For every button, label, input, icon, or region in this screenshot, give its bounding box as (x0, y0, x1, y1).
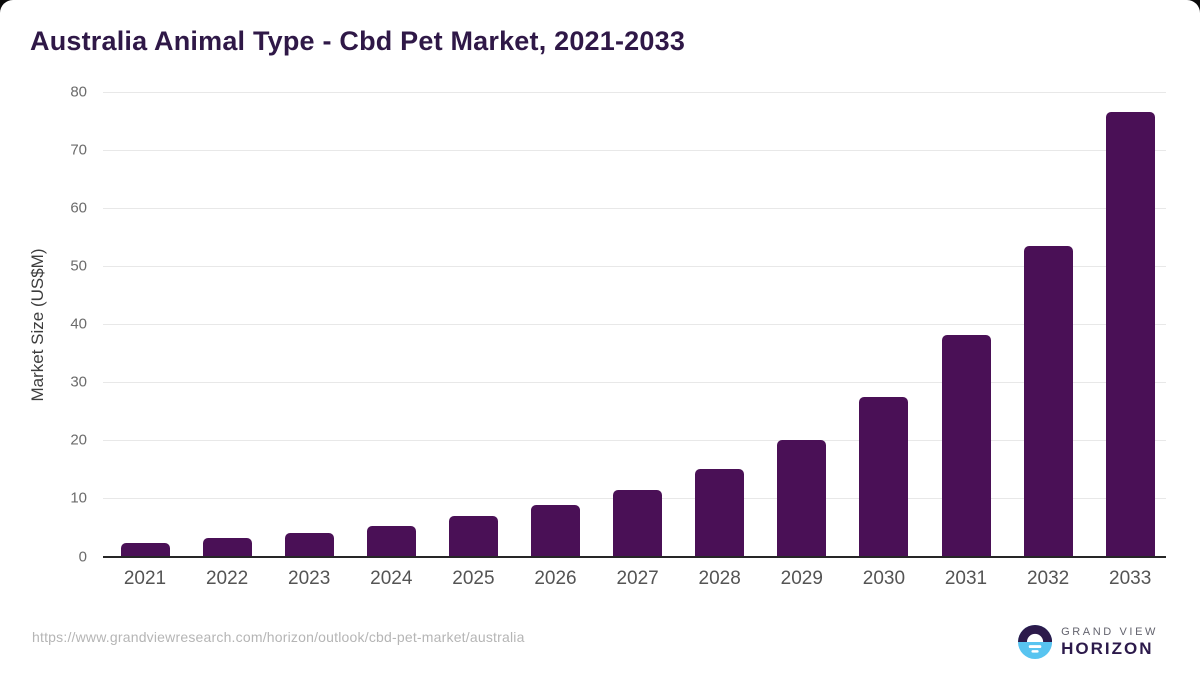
x-tick-label-2021: 2021 (123, 568, 167, 589)
y-tick-label-10: 10 (70, 489, 87, 507)
bar-2027 (613, 490, 663, 557)
bar-2032 (1023, 246, 1073, 557)
gridline-40 (103, 324, 1166, 325)
grand-view-horizon-logo: GRAND VIEW HORIZON (1018, 622, 1158, 662)
x-tick-label-2030: 2030 (862, 568, 906, 589)
bar-2030 (859, 396, 909, 557)
x-tick-label-2032: 2032 (1026, 568, 1070, 589)
corner-mask-top-left (0, 0, 13, 13)
bar-2024 (366, 525, 416, 557)
x-tick-label-2029: 2029 (780, 568, 823, 589)
gridline-60 (103, 208, 1166, 209)
x-tick-label-2023: 2023 (288, 568, 331, 589)
chart-title: Australia Animal Type - Cbd Pet Market, … (30, 26, 686, 56)
y-tick-label-70: 70 (70, 141, 87, 159)
x-tick-label-2024: 2024 (370, 568, 413, 589)
bar-2029 (777, 440, 827, 557)
logo-horizon-text: HORIZON (1061, 638, 1154, 658)
bar-2021 (120, 542, 170, 557)
source-url: https://www.grandviewresearch.com/horizo… (32, 629, 525, 645)
gridline-80 (103, 92, 1166, 93)
x-tick-label-2025: 2025 (452, 568, 495, 589)
bar-2022 (202, 538, 252, 557)
x-tick-label-2027: 2027 (616, 568, 659, 589)
x-tick-label-2026: 2026 (534, 568, 577, 589)
bar-2023 (284, 533, 334, 557)
bar-2031 (941, 335, 991, 557)
y-tick-label-0: 0 (78, 548, 87, 566)
y-tick-label-20: 20 (70, 431, 87, 449)
y-tick-label-30: 30 (70, 373, 87, 391)
gridline-50 (103, 266, 1166, 267)
x-tick-label-2033: 2033 (1109, 568, 1152, 589)
bar-2025 (448, 516, 498, 557)
y-tick-label-80: 80 (70, 83, 87, 101)
bar-2033 (1105, 111, 1155, 557)
x-tick-label-2022: 2022 (205, 568, 249, 589)
x-axis-baseline (103, 556, 1166, 558)
bar-2028 (695, 468, 745, 557)
bar-2026 (531, 504, 580, 557)
gridline-20 (103, 440, 1166, 441)
logo-text: GRAND VIEW HORIZON (1061, 626, 1158, 659)
y-tick-label-60: 60 (70, 199, 87, 217)
sunrise-horizon-logo-icon (1018, 624, 1053, 660)
logo-grand-view-text: GRAND VIEW (1061, 625, 1158, 638)
gridline-70 (103, 150, 1166, 151)
x-tick-label-2031: 2031 (944, 568, 988, 589)
gridline-30 (103, 382, 1166, 383)
bar-chart-plot-area: 0 10 20 30 40 50 60 70 80 2021 2022 2023 2024 2025 202… (70, 84, 1166, 589)
x-tick-label-2028: 2028 (698, 568, 741, 589)
y-tick-label-50: 50 (70, 257, 87, 275)
y-tick-label-40: 40 (70, 315, 87, 333)
